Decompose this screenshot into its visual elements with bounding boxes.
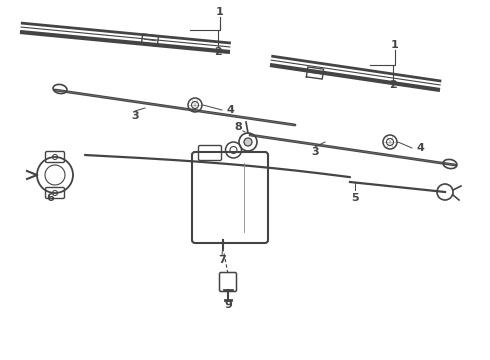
- Text: 2: 2: [214, 47, 222, 57]
- Circle shape: [244, 138, 252, 146]
- Text: 9: 9: [224, 300, 232, 310]
- Text: 3: 3: [131, 111, 139, 121]
- Text: 1: 1: [391, 40, 399, 50]
- Text: 8: 8: [234, 122, 242, 132]
- Text: 3: 3: [311, 147, 319, 157]
- Text: 1: 1: [216, 7, 224, 17]
- Text: 4: 4: [416, 143, 424, 153]
- Text: 5: 5: [351, 193, 359, 203]
- Text: 7: 7: [218, 255, 226, 265]
- Text: 6: 6: [46, 193, 54, 203]
- Text: 2: 2: [389, 80, 397, 90]
- Text: 4: 4: [226, 105, 234, 115]
